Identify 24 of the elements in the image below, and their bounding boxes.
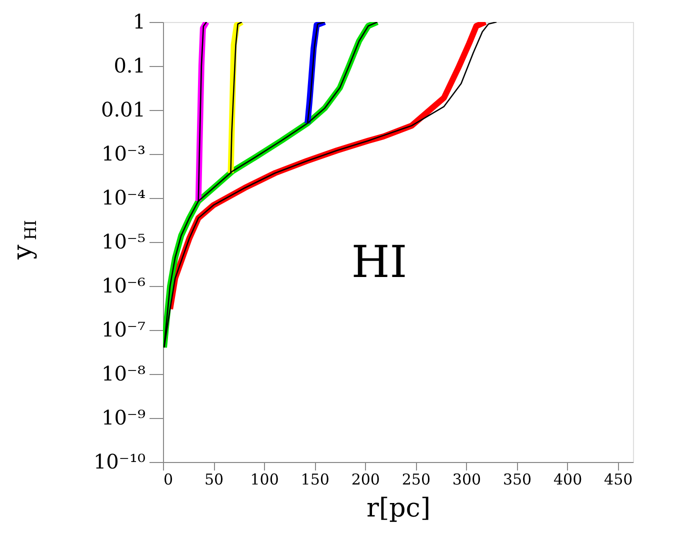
x-tick-label: 100 <box>250 470 279 488</box>
x-tick-label: 350 <box>502 470 532 488</box>
x-tick-label: 450 <box>604 470 633 488</box>
y-tick-label: 1 <box>132 10 146 34</box>
x-tick-label: 300 <box>452 470 482 488</box>
x-axis-title: r[pc] <box>366 494 430 524</box>
y-tick-label: 10⁻¹⁰ <box>93 450 146 474</box>
y-tick-label: 10⁻⁹ <box>101 406 146 430</box>
x-tick-label: 400 <box>553 470 582 488</box>
y-tick-label: 10⁻³ <box>101 142 146 166</box>
y-tick-label: 0.1 <box>114 54 146 78</box>
y-tick-label: 10⁻⁵ <box>101 230 146 254</box>
y-tick-label: 10⁻⁷ <box>101 318 146 342</box>
x-tick-label: 250 <box>402 470 431 488</box>
y-tick-label: 10⁻⁸ <box>101 362 146 386</box>
x-tick-label: 50 <box>204 470 224 488</box>
y-tick-label: 10⁻⁶ <box>101 274 146 298</box>
y-tick-label: 10⁻⁴ <box>101 186 146 210</box>
x-tick-label: 0 <box>164 470 174 488</box>
y-tick-label: 0.01 <box>100 98 146 122</box>
x-tick-label: 200 <box>351 470 380 488</box>
y-axis-title: yHI <box>8 220 40 260</box>
x-tick-label: 150 <box>300 470 330 488</box>
annotation: HI <box>351 237 408 288</box>
